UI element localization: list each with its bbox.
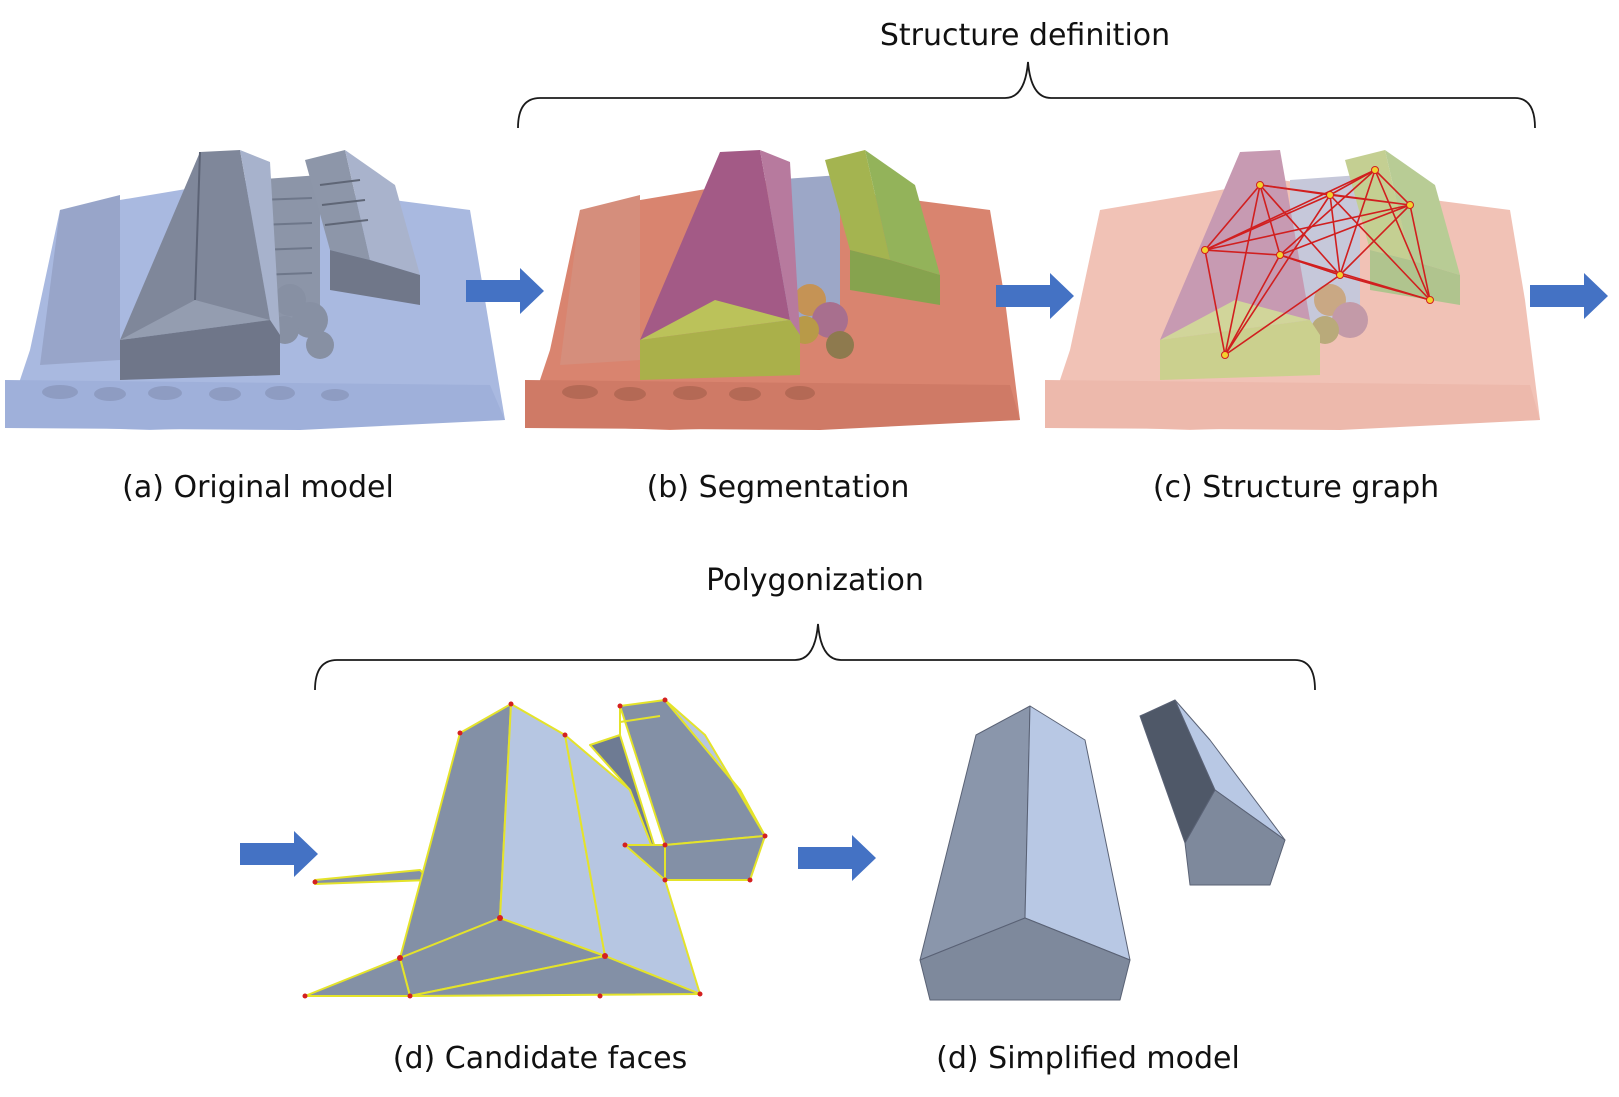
panel-a-caption: (a) Original model <box>122 470 394 505</box>
flow-arrow-3 <box>1530 273 1608 319</box>
panel-b-caption: (b) Segmentation <box>647 470 910 505</box>
structure-definition-bracket <box>517 61 1536 129</box>
flow-arrow-2 <box>996 273 1074 319</box>
segmentation-mesh <box>525 150 1020 430</box>
flow-arrow-1 <box>466 268 544 314</box>
flow-arrow-5 <box>798 835 876 881</box>
panel-c-caption: (c) Structure graph <box>1153 470 1439 505</box>
candidate-vertices <box>302 697 768 999</box>
original-model-mesh <box>5 150 505 430</box>
flow-arrow-4 <box>240 831 318 877</box>
candidate-faces-model <box>304 699 766 997</box>
polygonization-label: Polygonization <box>706 563 924 598</box>
structure-graph-mesh <box>1045 150 1540 430</box>
polygonization-bracket <box>314 623 1316 691</box>
structure-graph-nodes <box>1201 166 1434 359</box>
panel-d1-caption: (d) Candidate faces <box>393 1041 687 1076</box>
structure-definition-label: Structure definition <box>880 18 1170 53</box>
simplified-model <box>919 699 1286 1001</box>
panel-d2-caption: (d) Simplified model <box>936 1041 1240 1076</box>
